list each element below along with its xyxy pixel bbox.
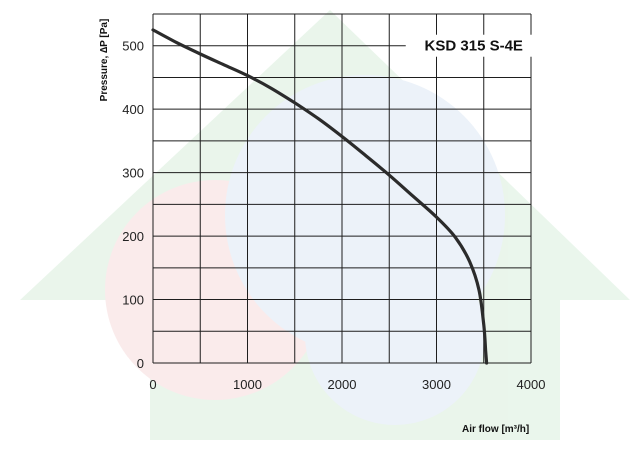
x-tick-label: 0 (149, 377, 156, 392)
y-tick-label: 300 (122, 166, 144, 181)
x-tick-label: 4000 (517, 377, 546, 392)
grid-lines (152, 13, 532, 364)
watermark-blue-circle-small (305, 245, 485, 425)
x-tick-label: 1000 (233, 377, 262, 392)
y-tick-label: 500 (122, 39, 144, 54)
watermark-logo (20, 10, 630, 440)
x-tick-label: 2000 (328, 377, 357, 392)
x-axis-title: Air flow [m³/h] (462, 424, 529, 435)
y-tick-label: 400 (122, 102, 144, 117)
model-label: KSD 315 S-4E (425, 38, 523, 55)
tick-labels: 0 1000 2000 3000 4000 0 100 200 300 400 500 (122, 39, 545, 392)
model-label-background (405, 34, 542, 57)
y-axis-title: Pressure, ∆P [Pa] (99, 19, 110, 102)
x-tick-label: 3000 (422, 377, 451, 392)
performance-curve (151, 28, 489, 365)
y-tick-label: 0 (137, 356, 144, 371)
y-tick-label: 200 (122, 229, 144, 244)
y-tick-label: 100 (122, 293, 144, 308)
